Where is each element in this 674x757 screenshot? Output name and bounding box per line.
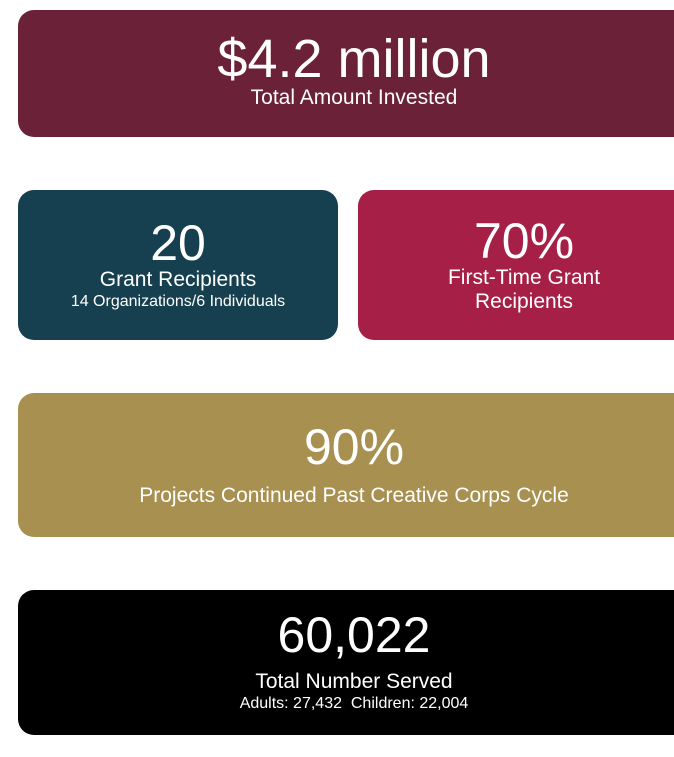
stat-card: 90% Projects Continued Past Creative Cor…	[18, 393, 674, 537]
stat-sublabel: Adults: 27,432 Children: 22,004	[239, 695, 469, 713]
stat-card: 60,022 Total Number Served Adults: 27,43…	[18, 590, 674, 735]
stat-value: 60,022	[277, 607, 431, 664]
stat-label: Grant Recipients	[99, 267, 257, 291]
stat-label: Total Amount Invested	[250, 86, 458, 110]
stat-card: $4.2 million Total Amount Invested	[18, 10, 674, 137]
stat-card: 20 Grant Recipients 14 Organizations/6 I…	[18, 190, 338, 340]
stat-value: $4.2 million	[217, 29, 491, 90]
stat-value: 70%	[473, 212, 575, 269]
stat-value: 90%	[303, 418, 405, 475]
stat-label: First-Time Grant Recipients	[447, 265, 601, 313]
stat-value: 20	[150, 214, 206, 271]
stat-sublabel: 14 Organizations/6 Individuals	[70, 292, 286, 310]
stat-label: Projects Continued Past Creative Corps C…	[139, 483, 569, 507]
stat-card: 70% First-Time Grant Recipients	[358, 190, 674, 340]
stat-label: Total Number Served	[255, 670, 453, 694]
